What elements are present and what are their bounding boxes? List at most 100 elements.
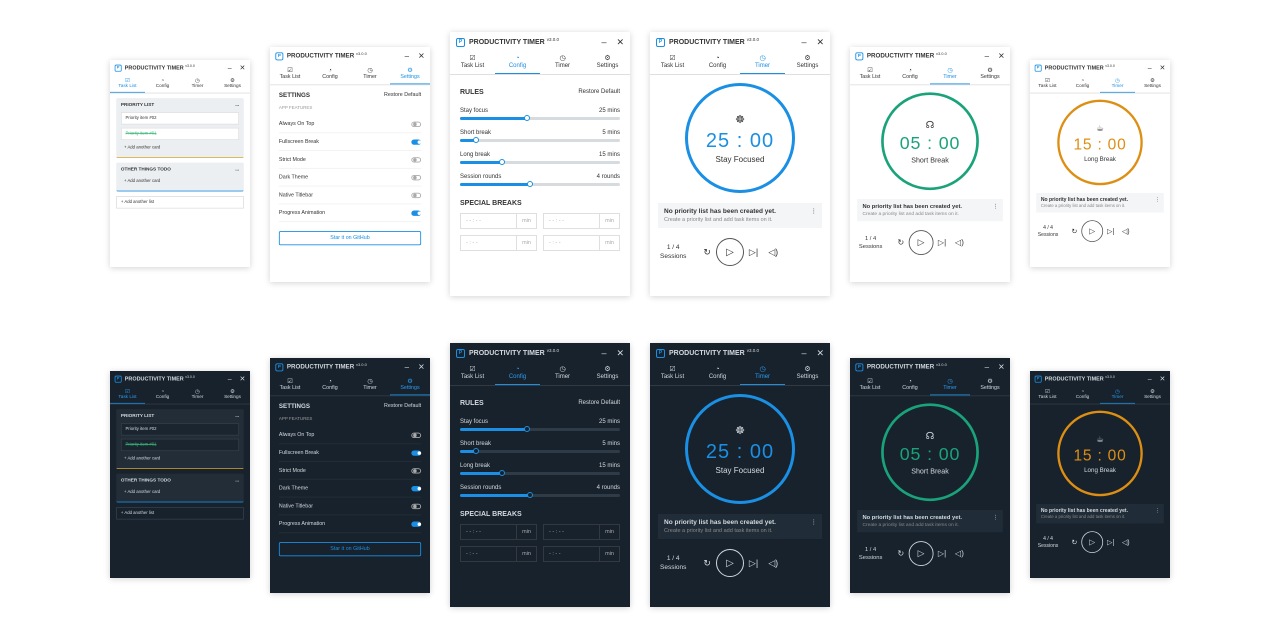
restore-default-button[interactable]: Restore Default: [384, 403, 422, 409]
slider-handle[interactable]: [527, 181, 534, 187]
restore-default-button[interactable]: Restore Default: [578, 400, 620, 406]
tab-settings[interactable]: ⚙ Settings: [215, 76, 250, 93]
tab-config[interactable]: ◔ Config: [310, 376, 350, 396]
close-button[interactable]: ✕: [239, 374, 246, 383]
reset-icon[interactable]: ↻: [703, 246, 711, 257]
skip-icon[interactable]: ▷|: [937, 237, 947, 247]
rule-slider[interactable]: [460, 470, 620, 476]
slider-handle[interactable]: [498, 470, 505, 476]
tab-settings[interactable]: ⚙ Settings: [215, 387, 250, 404]
tab-config[interactable]: ◔ Config: [1065, 76, 1100, 93]
tab-config[interactable]: ◔ Config: [495, 363, 540, 385]
tab-timer[interactable]: ◷ Timer: [350, 376, 390, 396]
task-card[interactable]: Priority item #01: [120, 438, 240, 452]
notice-menu-icon[interactable]: ⋮: [992, 514, 999, 521]
minimize-button[interactable]: –: [601, 36, 607, 47]
special-break-input[interactable]: - : - - min: [543, 235, 620, 251]
rule-slider[interactable]: [460, 115, 620, 121]
rule-slider[interactable]: [460, 426, 620, 432]
skip-icon[interactable]: ▷|: [937, 548, 947, 558]
skip-icon[interactable]: ▷|: [748, 557, 759, 568]
tab-timer[interactable]: ◷ Timer: [740, 363, 785, 385]
tab-settings[interactable]: ⚙ Settings: [585, 363, 630, 385]
add-card-button[interactable]: + Add another card: [124, 145, 161, 151]
tab-settings[interactable]: ⚙ Settings: [785, 363, 830, 385]
close-button[interactable]: ✕: [417, 362, 425, 371]
close-button[interactable]: ✕: [616, 347, 624, 358]
setting-toggle[interactable]: [411, 503, 422, 509]
minimize-button[interactable]: –: [404, 51, 410, 60]
reset-icon[interactable]: ↻: [703, 557, 711, 568]
add-list-button[interactable]: + Add another list: [116, 507, 244, 520]
notice-menu-icon[interactable]: ⋮: [992, 203, 999, 210]
list-menu-icon[interactable]: ...: [235, 413, 240, 419]
restore-default-button[interactable]: Restore Default: [578, 89, 620, 95]
volume-icon[interactable]: ◁): [1121, 537, 1130, 546]
add-card-button[interactable]: + Add another card: [124, 456, 161, 462]
close-button[interactable]: ✕: [616, 36, 624, 47]
tab-timer[interactable]: ◷ Timer: [740, 52, 785, 74]
minimize-button[interactable]: –: [801, 347, 807, 358]
tab-config[interactable]: ◔ Config: [145, 387, 180, 404]
close-button[interactable]: ✕: [997, 362, 1005, 371]
tab-settings[interactable]: ⚙ Settings: [1135, 387, 1170, 404]
setting-toggle[interactable]: [411, 485, 422, 491]
minimize-button[interactable]: –: [601, 347, 607, 358]
tab-config[interactable]: ◔ Config: [695, 363, 740, 385]
tab-task-list[interactable]: ☑ Task List: [270, 65, 310, 85]
tab-timer[interactable]: ◷ Timer: [930, 65, 970, 85]
close-button[interactable]: ✕: [417, 51, 425, 60]
rule-slider[interactable]: [460, 159, 620, 165]
setting-toggle[interactable]: [411, 156, 422, 163]
volume-icon[interactable]: ◁): [955, 237, 964, 247]
special-break-input[interactable]: - - : - - min: [543, 213, 620, 229]
tab-settings[interactable]: ⚙ Settings: [390, 376, 430, 396]
add-card-button[interactable]: + Add another card: [124, 179, 161, 184]
slider-handle[interactable]: [527, 492, 534, 498]
slider-handle[interactable]: [524, 115, 531, 121]
tab-timer[interactable]: ◷ Timer: [1100, 76, 1135, 93]
slider-handle[interactable]: [473, 448, 479, 454]
play-button[interactable]: ▷: [908, 230, 934, 255]
tab-settings[interactable]: ⚙ Settings: [585, 52, 630, 74]
tab-settings[interactable]: ⚙ Settings: [785, 52, 830, 74]
tab-task-list[interactable]: ☑ Task List: [1030, 76, 1065, 93]
setting-toggle[interactable]: [411, 210, 422, 216]
tab-task-list[interactable]: ☑ Task List: [650, 363, 695, 385]
reset-icon[interactable]: ↻: [1071, 537, 1078, 546]
tab-task-list[interactable]: ☑ Task List: [850, 65, 890, 85]
tab-config[interactable]: ◔ Config: [310, 65, 350, 85]
list-menu-icon[interactable]: ...: [235, 167, 240, 172]
special-break-input[interactable]: - - : - - min: [543, 524, 620, 540]
slider-handle[interactable]: [473, 137, 479, 143]
task-card[interactable]: Priority item #02: [120, 423, 240, 436]
tab-config[interactable]: ◔ Config: [495, 52, 540, 74]
play-button[interactable]: ▷: [715, 238, 744, 266]
tab-task-list[interactable]: ☑ Task List: [450, 52, 495, 74]
tab-settings[interactable]: ⚙ Settings: [970, 376, 1010, 396]
close-button[interactable]: ✕: [239, 63, 246, 72]
tab-settings[interactable]: ⚙ Settings: [970, 65, 1010, 85]
tab-timer[interactable]: ◷ Timer: [540, 363, 585, 385]
minimize-button[interactable]: –: [801, 36, 807, 47]
rule-slider[interactable]: [460, 137, 620, 143]
special-break-input[interactable]: - : - - min: [543, 546, 620, 562]
play-button[interactable]: ▷: [715, 549, 744, 577]
special-break-input[interactable]: - : - - min: [460, 546, 537, 562]
reset-icon[interactable]: ↻: [897, 548, 905, 558]
tab-settings[interactable]: ⚙ Settings: [390, 65, 430, 85]
close-button[interactable]: ✕: [816, 36, 824, 47]
volume-icon[interactable]: ◁): [1121, 226, 1130, 235]
volume-icon[interactable]: ◁): [768, 557, 779, 568]
setting-toggle[interactable]: [411, 192, 422, 198]
tab-config[interactable]: ◔ Config: [695, 52, 740, 74]
tab-timer[interactable]: ◷ Timer: [1100, 387, 1135, 404]
tab-timer[interactable]: ◷ Timer: [180, 76, 215, 93]
rule-slider[interactable]: [460, 181, 620, 187]
tab-task-list[interactable]: ☑ Task List: [110, 76, 145, 93]
setting-toggle[interactable]: [411, 521, 422, 527]
tab-config[interactable]: ◔ Config: [1065, 387, 1100, 404]
tab-timer[interactable]: ◷ Timer: [930, 376, 970, 396]
tab-config[interactable]: ◔ Config: [145, 76, 180, 93]
play-button[interactable]: ▷: [1081, 531, 1104, 553]
